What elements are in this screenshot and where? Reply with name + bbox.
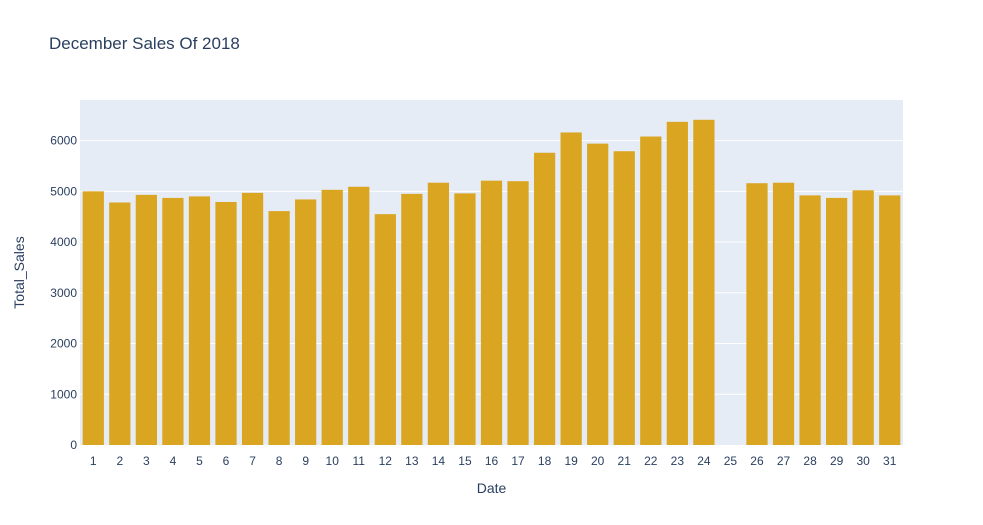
bar-24[interactable] xyxy=(693,119,715,445)
x-tick-label: 5 xyxy=(196,454,203,468)
bars xyxy=(82,119,901,446)
bar-1[interactable] xyxy=(82,191,104,445)
y-tick-label: 6000 xyxy=(50,134,77,148)
y-tick-label: 4000 xyxy=(50,235,77,249)
bar-9[interactable] xyxy=(295,199,317,445)
x-tick-label: 15 xyxy=(458,454,472,468)
x-tick-label: 6 xyxy=(223,454,230,468)
y-tick-label: 5000 xyxy=(50,184,77,198)
x-tick-label: 23 xyxy=(671,454,685,468)
y-tick-label: 1000 xyxy=(50,387,77,401)
bar-16[interactable] xyxy=(480,180,503,445)
x-tick-label: 24 xyxy=(697,454,711,468)
y-tick-label: 0 xyxy=(70,438,77,452)
x-tick-label: 29 xyxy=(830,454,844,468)
bar-28[interactable] xyxy=(799,195,821,445)
x-tick-label: 27 xyxy=(777,454,791,468)
bar-18[interactable] xyxy=(533,152,556,445)
x-tick-labels: 1 2 3 4 5 6 7 8 9 10 11 12 13 14 15 16 17 18 19 20 21 22 23 24 2… xyxy=(90,454,897,468)
bar-2[interactable] xyxy=(109,202,131,445)
bar-13[interactable] xyxy=(401,193,423,445)
bar-26[interactable] xyxy=(746,183,768,446)
bar-21[interactable] xyxy=(613,151,635,445)
bar-23[interactable] xyxy=(666,121,688,446)
x-tick-label: 26 xyxy=(750,454,764,468)
bar-31[interactable] xyxy=(879,195,901,445)
x-tick-label: 17 xyxy=(511,454,525,468)
x-tick-label: 8 xyxy=(276,454,283,468)
x-tick-label: 28 xyxy=(803,454,817,468)
x-tick-label: 22 xyxy=(644,454,658,468)
x-tick-label: 7 xyxy=(249,454,256,468)
x-tick-label: 1 xyxy=(90,454,97,468)
y-tick-label: 2000 xyxy=(50,337,77,351)
x-tick-label: 12 xyxy=(379,454,393,468)
bar-5[interactable] xyxy=(188,196,211,445)
bar-14[interactable] xyxy=(427,182,450,445)
bar-11[interactable] xyxy=(348,186,370,445)
x-tick-label: 4 xyxy=(170,454,177,468)
x-tick-label: 20 xyxy=(591,454,605,468)
bar-19[interactable] xyxy=(560,132,582,445)
bar-7[interactable] xyxy=(241,192,264,445)
bar-10[interactable] xyxy=(321,189,343,445)
bar-17[interactable] xyxy=(507,181,529,446)
bar-8[interactable] xyxy=(268,211,290,445)
bar-15[interactable] xyxy=(454,193,476,445)
x-tick-label: 21 xyxy=(618,454,632,468)
x-tick-label: 9 xyxy=(302,454,309,468)
x-tick-label: 25 xyxy=(724,454,738,468)
x-axis-label: Date xyxy=(477,480,507,496)
x-tick-label: 13 xyxy=(405,454,419,468)
x-tick-label: 10 xyxy=(326,454,340,468)
bar-20[interactable] xyxy=(587,143,609,445)
x-tick-label: 30 xyxy=(856,454,870,468)
bar-3[interactable] xyxy=(135,194,157,445)
bar-4[interactable] xyxy=(162,197,184,445)
x-tick-label: 11 xyxy=(353,454,366,468)
x-tick-label: 14 xyxy=(432,454,446,468)
bar-30[interactable] xyxy=(852,190,874,445)
y-tick-label: 3000 xyxy=(50,286,77,300)
chart-title: December Sales Of 2018 xyxy=(49,34,240,53)
x-tick-label: 2 xyxy=(116,454,123,468)
x-tick-label: 18 xyxy=(538,454,552,468)
bar-29[interactable] xyxy=(826,197,848,445)
x-tick-label: 3 xyxy=(143,454,150,468)
y-tick-labels: 0 1000 2000 3000 4000 5000 6000 xyxy=(50,134,77,452)
y-axis-label: Total_Sales xyxy=(11,236,27,308)
x-tick-label: 19 xyxy=(564,454,578,468)
bar-27[interactable] xyxy=(772,182,795,445)
x-tick-label: 31 xyxy=(883,454,897,468)
bar-12[interactable] xyxy=(374,214,396,445)
x-tick-label: 16 xyxy=(485,454,499,468)
bar-6[interactable] xyxy=(215,201,237,445)
bar-22[interactable] xyxy=(640,136,662,445)
